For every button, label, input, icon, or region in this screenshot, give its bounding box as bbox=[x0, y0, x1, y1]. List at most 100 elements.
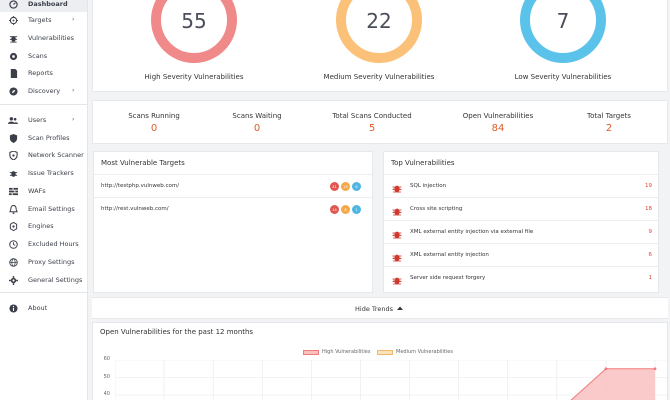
sidebar-item-vulnerabilities[interactable]: Vulnerabilities bbox=[0, 30, 87, 46]
stat-value-total-targets[interactable]: 2 bbox=[605, 123, 613, 134]
target-url[interactable]: http://testphp.vulnweb.com/ bbox=[101, 183, 180, 189]
sidebar-item-label: Engines bbox=[28, 222, 54, 230]
high-severity-bug-icon: High bbox=[391, 247, 403, 262]
stat-value-total-scans[interactable]: 5 bbox=[368, 123, 376, 134]
row-divider bbox=[384, 174, 658, 175]
hide-trends-label: Hide Trends bbox=[355, 305, 394, 313]
row-divider bbox=[94, 174, 372, 175]
sidebar-item-label: WAFs bbox=[28, 187, 46, 195]
sidebar-item-targets[interactable]: Targets › bbox=[0, 12, 87, 28]
stat-title-scans-running: Scans Running bbox=[128, 112, 180, 120]
stat-value-scans-running[interactable]: 0 bbox=[150, 123, 158, 134]
chevron-right-icon: › bbox=[72, 87, 75, 94]
vulnerability-name[interactable]: Server side request forgery bbox=[410, 275, 486, 281]
y-tick-label: 40 bbox=[103, 391, 110, 397]
sidebar-item-reports[interactable]: Reports bbox=[0, 65, 87, 81]
vulnerability-count: 9 bbox=[648, 229, 653, 235]
legend-high[interactable]: High Vulnerabilities bbox=[303, 349, 370, 355]
top-vulnerabilities-panel: Top Vulnerabilities High SQL injection 1… bbox=[383, 151, 659, 293]
sidebar-item-users[interactable]: Users › bbox=[0, 112, 87, 128]
sidebar-item-label: Excluded Hours bbox=[28, 240, 79, 248]
sidebar-item-proxy-settings[interactable]: Proxy Settings bbox=[0, 254, 87, 270]
trend-chart-panel: Open Vulnerabilities for the past 12 mon… bbox=[92, 322, 668, 400]
trend-chart-title: Open Vulnerabilities for the past 12 mon… bbox=[100, 328, 254, 336]
chevron-right-icon: › bbox=[72, 116, 75, 123]
bug-icon bbox=[8, 33, 18, 43]
medium-severity-count[interactable]: 22 bbox=[366, 9, 391, 33]
medium-severity-gauge-ring bbox=[336, 0, 422, 63]
waf-icon bbox=[8, 186, 18, 196]
high-severity-bug-icon: High bbox=[391, 201, 403, 216]
report-icon bbox=[8, 68, 18, 78]
sidebar-item-dashboard[interactable]: Dashboard bbox=[0, 0, 87, 12]
globe-icon bbox=[8, 257, 18, 267]
vulnerability-count: 1 bbox=[648, 275, 653, 281]
row-divider bbox=[384, 197, 658, 198]
sidebar-item-general-settings[interactable]: General Settings bbox=[0, 272, 87, 288]
sidebar-item-label: Network Scanner bbox=[28, 151, 84, 159]
sidebar-item-wafs[interactable]: WAFs bbox=[0, 183, 87, 199]
high-severity-bug-icon: High bbox=[391, 270, 403, 285]
stat-title-total-scans: Total Scans Conducted bbox=[332, 112, 412, 120]
gear-icon bbox=[8, 275, 18, 285]
sidebar-item-label: General Settings bbox=[28, 276, 83, 284]
vulnerability-name[interactable]: Cross site scripting bbox=[410, 206, 463, 212]
legend-medium[interactable]: Medium Vulnerabilities bbox=[377, 349, 453, 355]
hide-trends-bar: Hide Trends bbox=[92, 297, 668, 319]
stat-title-scans-waiting: Scans Waiting bbox=[232, 112, 282, 120]
vulnerability-count: 18 bbox=[645, 206, 652, 212]
high-severity-label: High Severity Vulnerabilities bbox=[144, 73, 244, 81]
hide-trends-button[interactable]: Hide Trends bbox=[355, 305, 404, 313]
target-medium-count-badge: 8 bbox=[341, 205, 350, 214]
legend-label-high: High Vulnerabilities bbox=[322, 349, 371, 355]
high-severity-bug-icon: High bbox=[391, 178, 403, 193]
sidebar-item-engines[interactable]: Engines bbox=[0, 218, 87, 234]
stat-value-scans-waiting[interactable]: 0 bbox=[253, 123, 261, 134]
legend-swatch-medium bbox=[377, 349, 393, 355]
stat-value-open-vulnerabilities[interactable]: 84 bbox=[491, 123, 505, 134]
medium-severity-label: Medium Severity Vulnerabilities bbox=[323, 73, 435, 81]
sidebar-item-email-settings[interactable]: Email Settings bbox=[0, 201, 87, 217]
severity-label: High bbox=[393, 233, 401, 237]
legend-swatch-high bbox=[303, 349, 319, 355]
row-divider bbox=[94, 197, 372, 198]
bell-icon bbox=[8, 204, 18, 214]
most-vulnerable-targets-panel: Most Vulnerable Targets http://testphp.v… bbox=[93, 151, 373, 293]
top-vulnerabilities-title: Top Vulnerabilities bbox=[391, 159, 455, 167]
high-severity-count[interactable]: 55 bbox=[181, 9, 206, 33]
high-severity-gauge-ring bbox=[151, 0, 237, 63]
severity-label: High bbox=[393, 210, 401, 214]
sidebar-item-label: Vulnerabilities bbox=[28, 34, 74, 42]
sidebar-item-label: Scan Profiles bbox=[28, 134, 70, 142]
sidebar-item-label: Discovery bbox=[28, 87, 61, 95]
vulnerability-name[interactable]: SQL injection bbox=[410, 183, 447, 189]
sidebar: Dashboard Targets › Vulnerabilities Scan… bbox=[0, 0, 88, 400]
severity-label: High bbox=[393, 256, 401, 260]
sidebar-item-label: Email Settings bbox=[28, 205, 75, 213]
tracker-icon bbox=[8, 168, 18, 178]
target-low-count-badge: 6 bbox=[352, 182, 361, 191]
severity-gauges-panel: 55 22 7 High Severity Vulnerabilities Me… bbox=[92, 0, 668, 92]
sidebar-item-issue-trackers[interactable]: Issue Trackers bbox=[0, 165, 87, 181]
sidebar-item-network-scanner[interactable]: Network Scanner bbox=[0, 147, 87, 163]
sidebar-item-discovery[interactable]: Discovery › bbox=[0, 83, 87, 99]
y-tick-label: 50 bbox=[103, 374, 110, 380]
sidebar-item-scans[interactable]: Scans bbox=[0, 48, 87, 64]
sidebar-item-label: Scans bbox=[28, 52, 48, 60]
vulnerability-name[interactable]: XML external entity injection via extern… bbox=[410, 229, 534, 235]
vulnerability-name[interactable]: XML external entity injection bbox=[410, 252, 489, 258]
sidebar-item-label: Dashboard bbox=[28, 0, 68, 8]
row-divider bbox=[384, 220, 658, 221]
target-url[interactable]: http://rest.vulnweb.com/ bbox=[101, 206, 169, 212]
scan-icon bbox=[8, 51, 18, 61]
sidebar-item-about[interactable]: About bbox=[0, 300, 87, 316]
sidebar-divider bbox=[0, 292, 87, 293]
stat-title-total-targets: Total Targets bbox=[587, 112, 631, 120]
data-point-high bbox=[604, 367, 608, 371]
low-severity-label: Low Severity Vulnerabilities bbox=[514, 73, 612, 81]
sidebar-item-excluded-hours[interactable]: Excluded Hours bbox=[0, 236, 87, 252]
sidebar-item-scan-profiles[interactable]: Scan Profiles bbox=[0, 130, 87, 146]
low-severity-count[interactable]: 7 bbox=[557, 9, 570, 33]
legend-label-medium: Medium Vulnerabilities bbox=[396, 349, 453, 355]
series-area-high bbox=[571, 368, 655, 400]
